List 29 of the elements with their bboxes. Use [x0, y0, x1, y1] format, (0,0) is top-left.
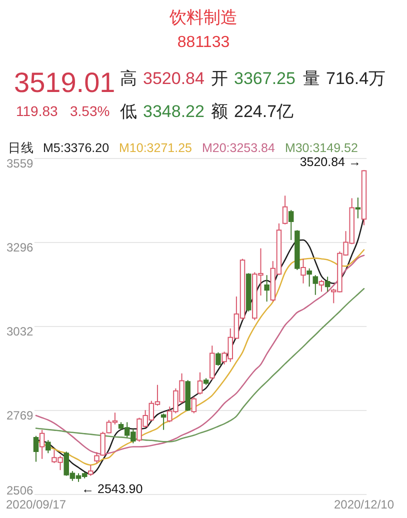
legend-title: 日线	[8, 141, 34, 155]
x-tick-label: 2020/12/10	[334, 498, 394, 512]
text: 224.7亿	[234, 102, 294, 121]
text: 低	[120, 102, 137, 121]
chart-subtitle: 881133	[177, 34, 230, 51]
text: 3348.22	[143, 102, 204, 121]
annotation: ← 2543.90	[82, 482, 143, 496]
text: M20:3253.84	[202, 141, 275, 155]
text: M5:3376.20	[43, 141, 110, 155]
text: 3.53%	[70, 103, 110, 119]
text: M30:3149.52	[284, 141, 358, 155]
text: 高	[120, 69, 137, 88]
text: M10:3271.25	[119, 141, 192, 155]
y-tick-label: 2769	[6, 408, 34, 423]
text: 119.83	[16, 103, 58, 119]
text: 3520.84	[143, 69, 204, 88]
y-tick-label: 3032	[6, 324, 34, 339]
text: 716.4万	[326, 69, 386, 88]
text: 3367.25	[234, 69, 296, 88]
text: 开	[211, 69, 228, 88]
y-tick-label: 3559	[6, 156, 34, 170]
text: 3519.01	[14, 67, 116, 98]
y-tick-label: 2506	[6, 484, 34, 498]
x-tick-label: 2020/09/17	[6, 498, 66, 512]
text: 额	[211, 102, 228, 121]
y-tick-label: 3296	[6, 240, 34, 254]
annotation: 3520.84 →	[300, 155, 361, 170]
text: 量	[303, 69, 320, 88]
chart-title: 饮料制造	[168, 8, 238, 27]
